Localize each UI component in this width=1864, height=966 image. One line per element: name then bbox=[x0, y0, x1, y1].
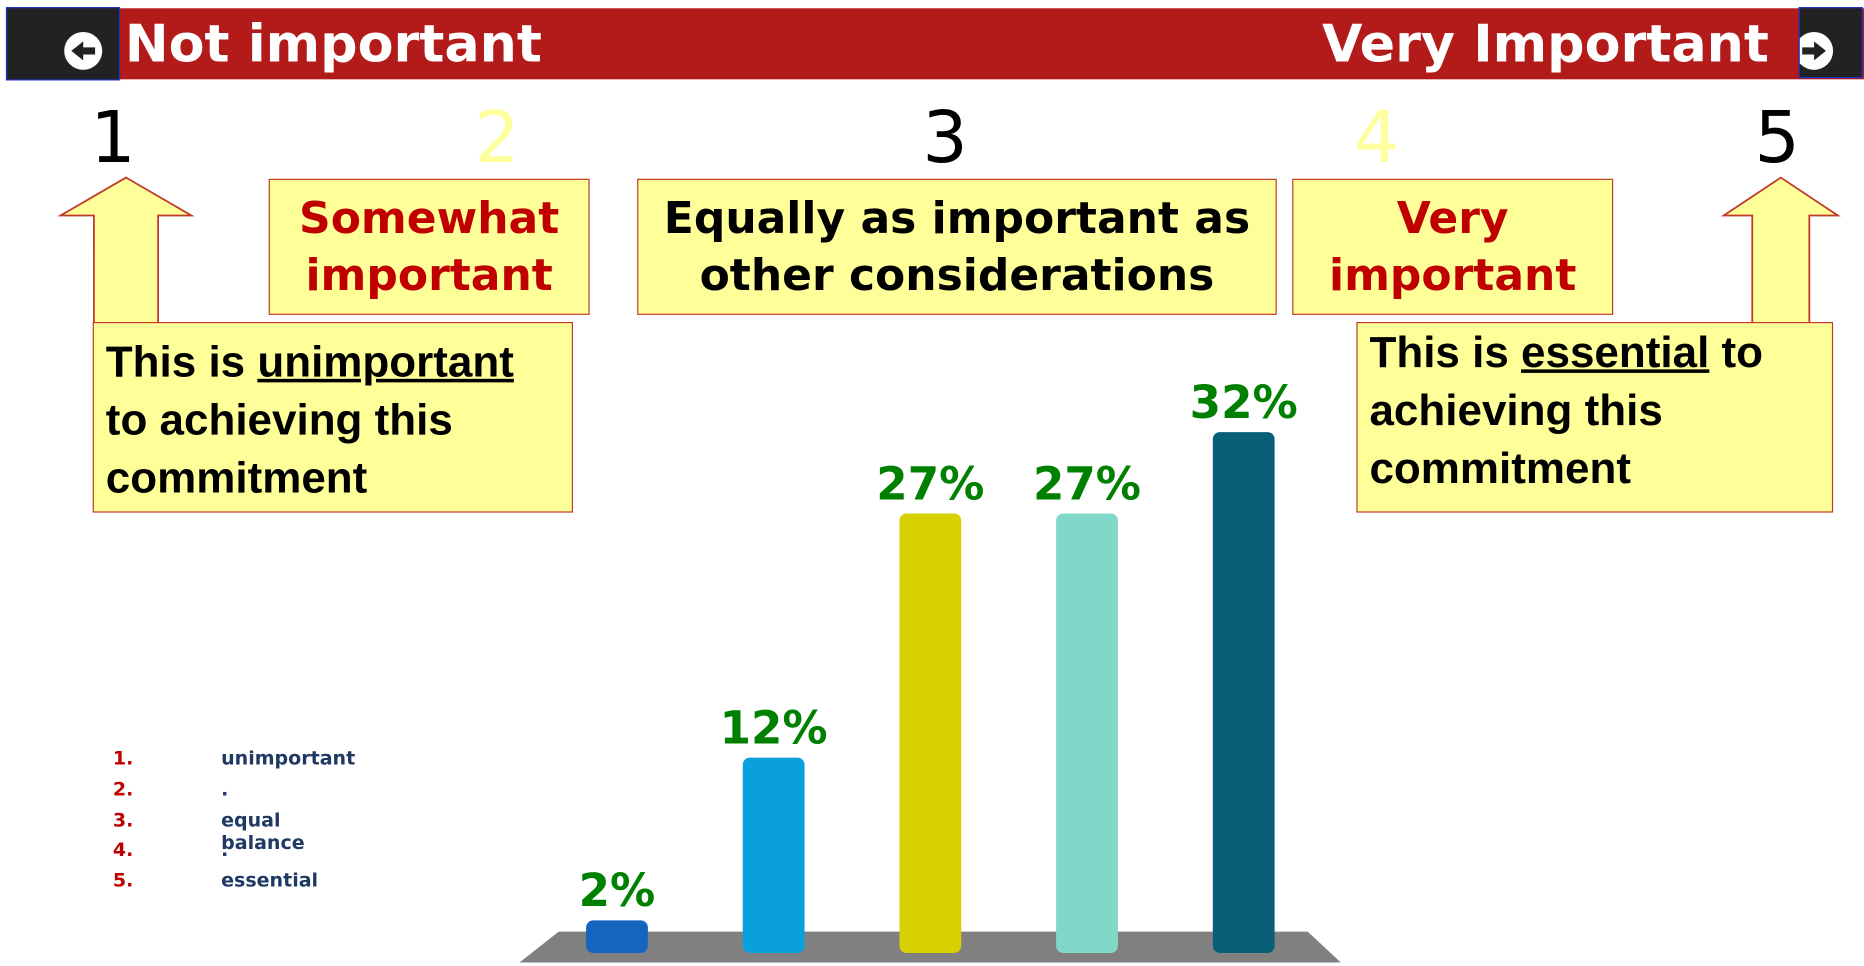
scale-number: 4 bbox=[1353, 97, 1400, 180]
callout: This is essential to achieving this comm… bbox=[1356, 321, 1834, 513]
scale-box: Somewhat important bbox=[268, 178, 590, 315]
legend-label: equal balance bbox=[221, 808, 305, 854]
legend-label: unimportant bbox=[221, 746, 356, 770]
legend-number: 4. bbox=[112, 838, 134, 862]
prev-button[interactable] bbox=[5, 7, 121, 81]
legend-number: 2. bbox=[112, 777, 134, 801]
header-left: Not important bbox=[124, 14, 542, 75]
scale-box: Equally as important as other considerati… bbox=[637, 178, 1277, 315]
legend-number: 1. bbox=[112, 746, 134, 770]
legend-label: . bbox=[221, 838, 229, 862]
scale-number: 3 bbox=[922, 97, 968, 180]
data-label: 12% bbox=[720, 702, 828, 755]
next-button[interactable] bbox=[1795, 7, 1863, 79]
bar bbox=[586, 920, 648, 953]
callout-text: to achieving this commitment bbox=[105, 395, 453, 502]
callout-text: This is bbox=[1369, 327, 1522, 377]
scale-box: Very important bbox=[1292, 178, 1614, 315]
box-line: Somewhat bbox=[299, 192, 560, 244]
prev-icon bbox=[64, 31, 103, 70]
data-label: 27% bbox=[1033, 457, 1141, 510]
header-bar bbox=[5, 8, 1864, 80]
callout-emphasis: essential bbox=[1521, 327, 1710, 377]
bar bbox=[742, 757, 805, 953]
data-label: 32% bbox=[1190, 376, 1298, 429]
legend-label: . bbox=[221, 777, 229, 801]
box-line: important bbox=[305, 249, 553, 301]
box-line: Very bbox=[1396, 192, 1509, 244]
box-line: Equally as important as bbox=[663, 192, 1251, 244]
bar bbox=[899, 513, 962, 953]
next-icon bbox=[1795, 31, 1834, 70]
legend-number: 5. bbox=[112, 869, 134, 892]
scale-number: 1 bbox=[90, 97, 136, 180]
scale-number: 5 bbox=[1754, 97, 1800, 180]
box-line: important bbox=[1329, 249, 1577, 301]
box-line: other considerations bbox=[699, 249, 1215, 301]
legend-label: essential bbox=[221, 869, 319, 892]
header-right: Very Important bbox=[1322, 14, 1769, 75]
bar bbox=[1056, 513, 1118, 953]
data-label: 2% bbox=[579, 864, 656, 917]
bar bbox=[1212, 432, 1275, 953]
data-label: 27% bbox=[876, 457, 984, 510]
callout: This is unimportant to achieving this co… bbox=[92, 321, 573, 513]
callout-text: to achieving this commitment bbox=[1369, 327, 1764, 493]
callout-text: This is bbox=[105, 337, 258, 386]
scale-number: 2 bbox=[474, 97, 520, 180]
callout-emphasis: unimportant bbox=[257, 337, 514, 386]
legend-number: 3. bbox=[112, 808, 134, 831]
